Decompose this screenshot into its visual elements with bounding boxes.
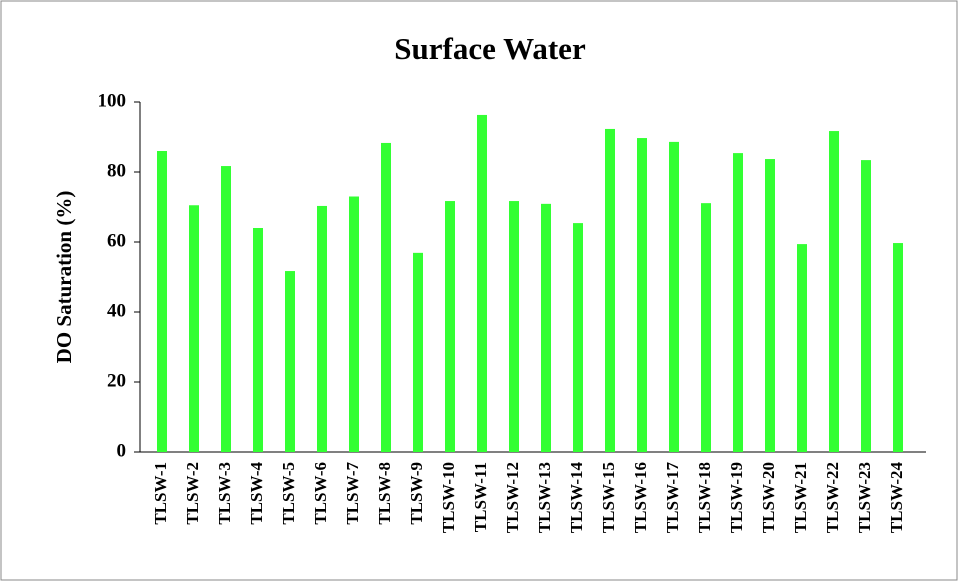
x-tick-label: TLSW-16 xyxy=(631,462,650,533)
bar xyxy=(509,201,519,452)
bar xyxy=(605,128,615,452)
bar xyxy=(829,131,839,453)
bar xyxy=(445,201,455,452)
bar xyxy=(413,252,423,452)
y-tick-label: 40 xyxy=(107,300,126,321)
x-tick-label: TLSW-3 xyxy=(215,462,234,525)
x-tick-label: TLSW-9 xyxy=(407,462,426,525)
y-tick-label: 0 xyxy=(117,440,127,461)
x-tick-label: TLSW-12 xyxy=(503,462,522,533)
bar xyxy=(637,138,647,453)
bar xyxy=(797,244,807,452)
bar xyxy=(253,228,263,452)
x-tick-label: TLSW-23 xyxy=(855,462,874,533)
x-tick-label: TLSW-7 xyxy=(343,462,362,525)
x-tick-label: TLSW-11 xyxy=(471,462,490,532)
bar xyxy=(669,141,679,452)
x-tick-label: TLSW-21 xyxy=(791,462,810,533)
bar xyxy=(477,114,487,452)
x-tick-label: TLSW-10 xyxy=(439,462,458,533)
bar xyxy=(221,166,231,453)
x-tick-label: TLSW-8 xyxy=(375,462,394,525)
y-tick-label: 20 xyxy=(107,370,126,391)
x-tick-label: TLSW-19 xyxy=(727,462,746,533)
bar xyxy=(893,243,903,452)
y-tick-label: 100 xyxy=(98,90,127,111)
bar xyxy=(189,205,199,452)
bar xyxy=(733,153,743,452)
x-tick-label: TLSW-17 xyxy=(663,462,682,534)
chart-title: Surface Water xyxy=(394,31,586,66)
x-tick-label: TLSW-20 xyxy=(759,462,778,533)
y-axis-label: DO Saturation (%) xyxy=(52,191,76,364)
x-tick-label: TLSW-22 xyxy=(823,462,842,533)
x-tick-label: TLSW-24 xyxy=(887,462,906,534)
x-tick-label: TLSW-2 xyxy=(183,462,202,525)
bar xyxy=(157,151,167,452)
bar xyxy=(317,205,327,452)
bar xyxy=(573,223,583,452)
bar xyxy=(541,203,551,452)
x-tick-label: TLSW-1 xyxy=(151,462,170,525)
x-tick-label: TLSW-13 xyxy=(535,462,554,533)
x-tick-label: TLSW-18 xyxy=(695,462,714,533)
bar xyxy=(701,203,711,452)
bar xyxy=(765,159,775,453)
x-tick-label: TLSW-5 xyxy=(279,462,298,525)
x-tick-label: TLSW-4 xyxy=(247,462,266,525)
bar xyxy=(861,160,871,452)
y-tick-label: 80 xyxy=(107,160,126,181)
x-tick-label: TLSW-14 xyxy=(567,462,586,534)
x-tick-label: TLSW-15 xyxy=(599,462,618,533)
bar xyxy=(349,196,359,452)
y-tick-label: 60 xyxy=(107,230,126,251)
x-tick-label: TLSW-6 xyxy=(311,462,330,525)
bar xyxy=(285,271,295,452)
bar xyxy=(381,142,391,452)
